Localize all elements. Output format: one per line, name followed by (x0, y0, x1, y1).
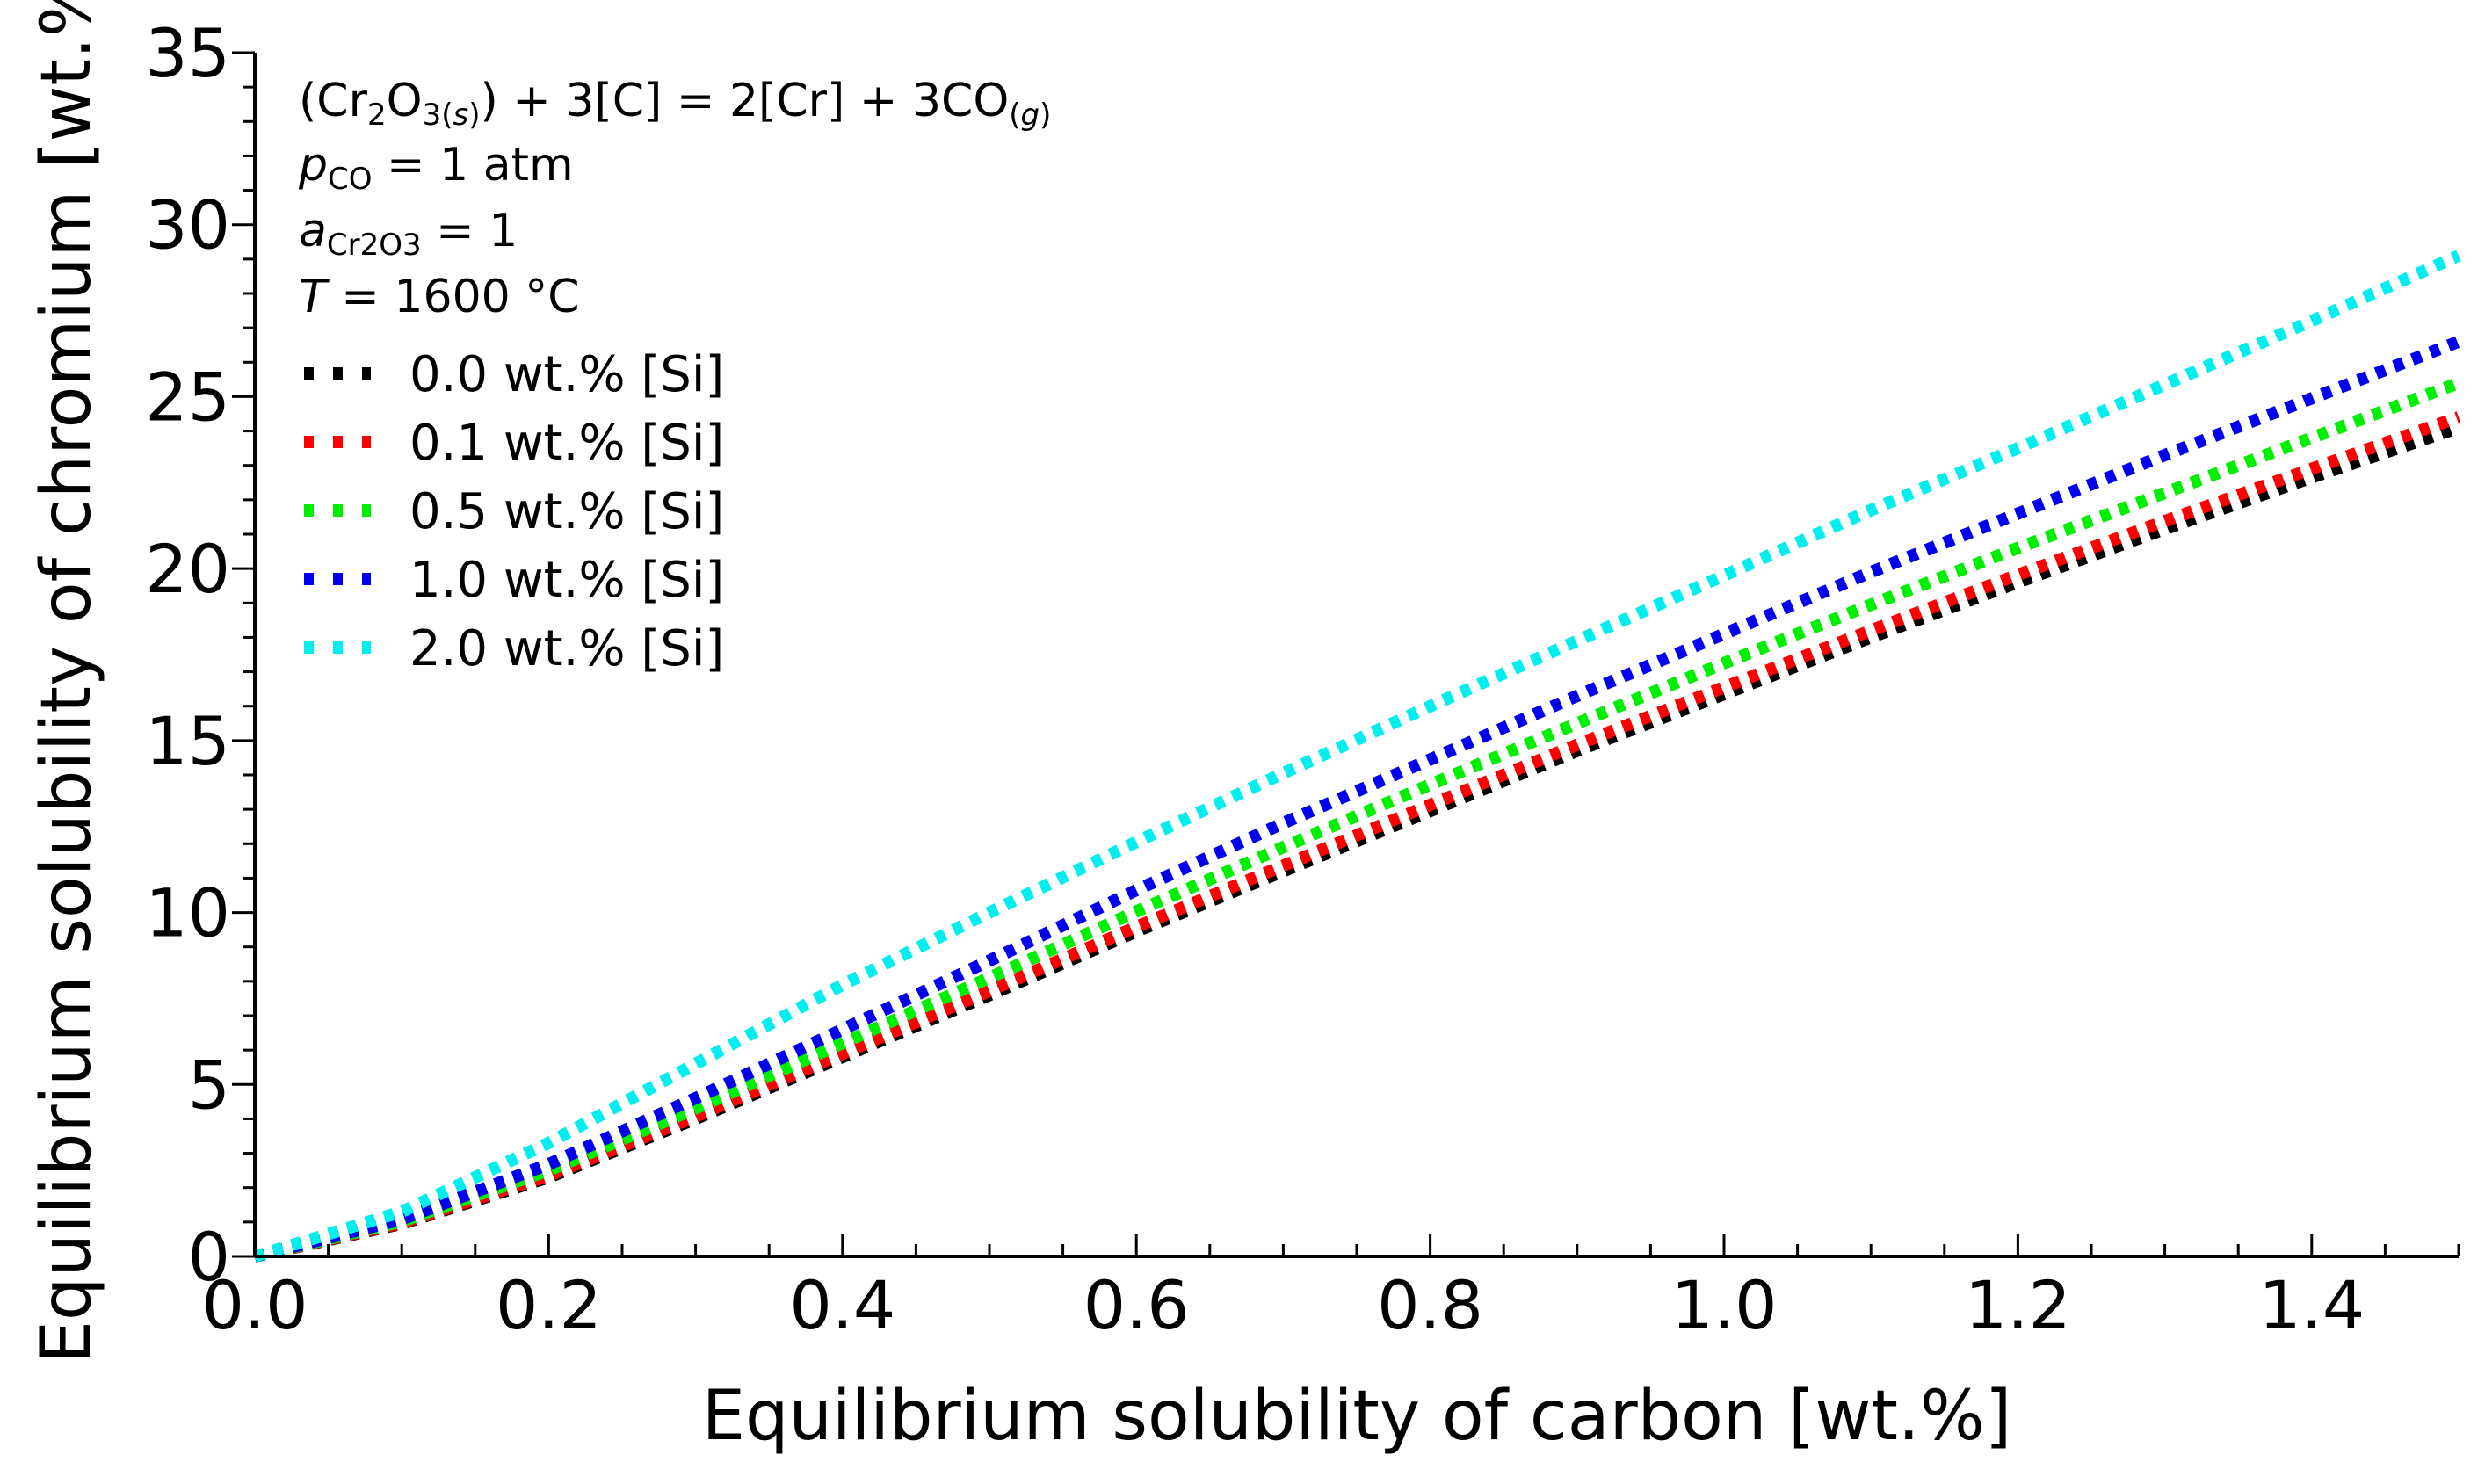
x-tick-label: 0.2 (496, 1266, 602, 1344)
y-tick-label: 0 (188, 1218, 230, 1296)
y-tick-label: 5 (188, 1046, 230, 1124)
legend-label: 0.5 wt.% [Si] (409, 483, 724, 540)
y-tick-label: 15 (145, 702, 230, 780)
x-ticks: 0.0 0.2 0.4 0.6 0.8 1.0 1.2 1.4 (202, 1234, 2460, 1344)
legend: 0.0 wt.% [Si] 0.1 wt.% [Si] 0.5 wt.% [Si] 1… (304, 346, 724, 677)
annotation-block: (Cr2O3(s)) + 3[C] = 2[Cr] + 3CO(g) pCO =… (298, 75, 1051, 323)
x-tick-label: 0.0 (202, 1266, 308, 1344)
legend-label: 0.0 wt.% [Si] (409, 346, 724, 403)
x-axis-title: Equilibrium solubility of carbon [wt.%] (702, 1377, 2012, 1456)
x-tick-label: 1.4 (2258, 1266, 2365, 1344)
pco-annotation: pCO = 1 atm (298, 139, 574, 197)
x-tick-label: 0.4 (789, 1266, 895, 1344)
legend-label: 1.0 wt.% [Si] (409, 552, 724, 609)
y-tick-label: 10 (145, 874, 230, 952)
y-axis-title: Equilibrium solubility of chromium [wt.%… (27, 0, 106, 1364)
x-tick-label: 0.8 (1377, 1266, 1483, 1344)
x-tick-label: 1.2 (1965, 1266, 2071, 1344)
series-line (253, 411, 2461, 1263)
x-tick-label: 1.0 (1671, 1266, 1778, 1344)
legend-label: 2.0 wt.% [Si] (409, 620, 724, 677)
series-line (252, 250, 2461, 1263)
y-tick-label: 35 (145, 14, 230, 92)
y-ticks: 0 5 10 15 20 25 30 35 (145, 14, 255, 1296)
y-tick-label: 25 (145, 358, 230, 436)
activity-annotation: aCr2O3 = 1 (299, 205, 518, 263)
series-line (253, 377, 2461, 1263)
y-tick-label: 30 (145, 186, 230, 264)
temperature-annotation: T = 1600 °C (299, 271, 580, 323)
reaction-annotation: (Cr2O3(s)) + 3[C] = 2[Cr] + 3CO(g) (299, 75, 1051, 133)
legend-label: 0.1 wt.% [Si] (409, 415, 724, 472)
series-line (253, 336, 2461, 1263)
series-layer (252, 250, 2461, 1263)
y-tick-label: 20 (145, 530, 230, 608)
x-tick-label: 0.6 (1083, 1266, 1190, 1344)
